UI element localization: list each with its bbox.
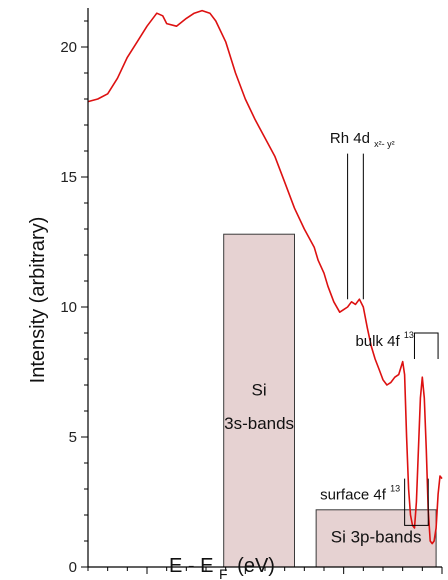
- surface-4f-label-superscript: 13: [390, 483, 400, 493]
- x-tick-label: -15: [136, 578, 158, 580]
- surface-4f-label-main: surface 4f: [320, 486, 387, 503]
- x-ticks: -15 -10 -5 0: [87, 567, 446, 580]
- bulk-bracket: [413, 332, 439, 359]
- x-axis-label-main: E - E: [169, 555, 213, 577]
- y-tick-label: 20: [60, 39, 77, 56]
- y-tick-label: 0: [69, 559, 77, 576]
- x-tick-label: -10: [234, 578, 256, 580]
- annotations: [347, 153, 439, 526]
- si-3s-label-line1: Si: [252, 380, 267, 399]
- rh-4d-label-main: Rh 4d: [330, 130, 370, 147]
- bulk-4f-label-main: bulk 4f: [355, 333, 400, 350]
- x-tick-label: -5: [337, 578, 350, 580]
- si-3s-bands-box: [223, 233, 295, 568]
- surface-bracket: [404, 478, 429, 526]
- curve-layer: [87, 9, 443, 545]
- y-tick-label: 15: [60, 169, 77, 186]
- y-tick-label: 5: [69, 429, 77, 446]
- band-boxes: [223, 233, 437, 568]
- si-3p-label: Si 3p-bands: [331, 527, 422, 546]
- y-axis-label: Intensity (arbitrary): [27, 217, 49, 384]
- rh-4d-label: Rh 4d x²- y²: [330, 130, 395, 149]
- bulk-4f-label-superscript: 13: [404, 330, 414, 340]
- si-3s-label-line2: 3s-bands: [224, 414, 294, 433]
- si-3p-bands-box: [315, 509, 437, 568]
- x-axis-label: E - E F (eV): [169, 555, 275, 580]
- x-tick-label: 0: [438, 578, 446, 580]
- surface-4f-label: surface 4f 13: [320, 483, 400, 503]
- bulk-4f-label: bulk 4f 13: [355, 330, 413, 350]
- intensity-curve: [87, 9, 443, 545]
- x-axis-label-unit: (eV): [237, 555, 275, 577]
- y-tick-label: 10: [60, 299, 77, 316]
- rh-4d-label-subscript: x²- y²: [374, 139, 395, 149]
- x-axis-label-subscript: F: [219, 566, 228, 580]
- y-ticks: 0 5 10 15 20: [60, 20, 88, 576]
